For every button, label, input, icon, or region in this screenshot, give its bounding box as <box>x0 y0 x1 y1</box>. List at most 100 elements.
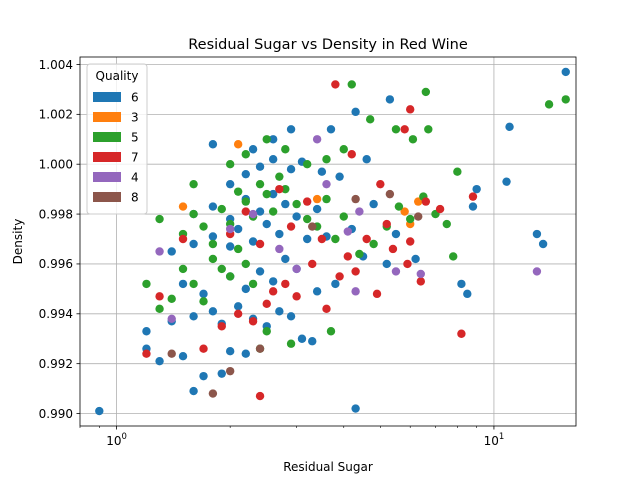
data-point <box>167 294 176 304</box>
data-point <box>208 232 218 241</box>
data-point <box>275 229 284 239</box>
y-axis-label: Density <box>11 219 25 265</box>
legend-swatch <box>93 172 121 182</box>
data-point <box>312 194 322 204</box>
series-4 <box>155 135 542 323</box>
legend-label: 6 <box>131 91 139 105</box>
data-point <box>255 179 265 189</box>
data-point <box>308 259 317 269</box>
data-point <box>317 234 327 244</box>
data-point <box>275 307 284 316</box>
data-point <box>217 322 226 331</box>
data-point <box>233 224 243 234</box>
data-point <box>351 267 360 276</box>
y-tick-label: 0.996 <box>39 257 73 271</box>
data-point <box>339 145 348 154</box>
data-point <box>208 202 218 211</box>
data-point <box>241 169 250 179</box>
legend-swatch <box>93 152 121 162</box>
data-points <box>95 67 570 416</box>
data-point <box>362 234 371 244</box>
data-point <box>302 160 312 169</box>
data-point <box>199 289 208 299</box>
data-point <box>400 125 409 134</box>
data-point <box>268 189 278 199</box>
data-point <box>388 244 398 254</box>
data-point <box>268 277 278 286</box>
data-point <box>335 272 344 281</box>
data-point <box>217 369 226 378</box>
data-point <box>142 327 151 336</box>
y-axis-ticks: 0.990 0.992 0.994 0.996 0.998 1.000 1.002 1.004 <box>39 58 80 421</box>
data-point <box>532 229 542 239</box>
data-point <box>255 391 265 401</box>
y-tick-label: 1.000 <box>39 158 73 172</box>
y-tick-label: 0.990 <box>39 407 73 421</box>
data-point <box>199 297 208 306</box>
data-point <box>286 165 296 174</box>
data-point <box>286 339 296 348</box>
data-point <box>400 207 409 216</box>
data-point <box>322 155 331 164</box>
data-point <box>453 167 462 176</box>
data-point <box>335 172 344 181</box>
data-point <box>189 179 198 189</box>
data-point <box>241 349 250 358</box>
data-point <box>208 389 218 398</box>
data-point <box>468 202 478 211</box>
data-point <box>365 115 375 124</box>
data-point <box>268 155 278 164</box>
data-point <box>406 214 415 224</box>
data-point <box>312 135 322 144</box>
data-point <box>275 172 284 181</box>
data-point <box>416 277 425 286</box>
data-point <box>255 162 265 171</box>
data-point <box>382 219 391 229</box>
legend-swatch <box>93 112 121 122</box>
data-point <box>355 249 364 259</box>
data-point <box>217 204 226 214</box>
data-point <box>233 187 243 196</box>
x-axis-label: Residual Sugar <box>283 460 373 474</box>
data-point <box>343 252 353 261</box>
data-point <box>322 304 331 314</box>
data-point <box>292 212 301 221</box>
data-point <box>449 252 458 261</box>
data-point <box>225 242 235 251</box>
data-point <box>241 150 250 159</box>
data-point <box>317 167 327 176</box>
data-point <box>322 194 331 204</box>
data-point <box>411 254 420 264</box>
data-point <box>561 95 570 104</box>
legend-label: 4 <box>131 171 139 185</box>
data-point <box>292 292 301 301</box>
y-tick-label: 0.994 <box>39 307 73 321</box>
data-point <box>382 259 391 269</box>
data-point <box>268 287 278 296</box>
data-point <box>331 80 340 89</box>
data-point <box>155 356 164 366</box>
data-point <box>281 254 290 264</box>
data-point <box>155 292 164 301</box>
data-point <box>463 289 472 299</box>
data-point <box>421 197 431 206</box>
y-tick-label: 1.004 <box>39 58 73 72</box>
legend-label: 7 <box>131 151 139 165</box>
data-point <box>297 334 307 343</box>
data-point <box>208 239 218 249</box>
data-point <box>302 214 312 224</box>
plot-frame <box>79 56 577 427</box>
data-point <box>326 125 336 134</box>
data-point <box>347 80 356 89</box>
data-point <box>391 229 401 239</box>
series-8 <box>167 189 423 398</box>
data-point <box>391 125 401 134</box>
data-point <box>561 67 570 77</box>
x-tick-label: 101 <box>484 432 505 448</box>
data-point <box>233 140 243 149</box>
data-point <box>351 287 360 296</box>
data-point <box>199 371 208 381</box>
data-point <box>331 234 340 244</box>
data-point <box>302 234 312 244</box>
